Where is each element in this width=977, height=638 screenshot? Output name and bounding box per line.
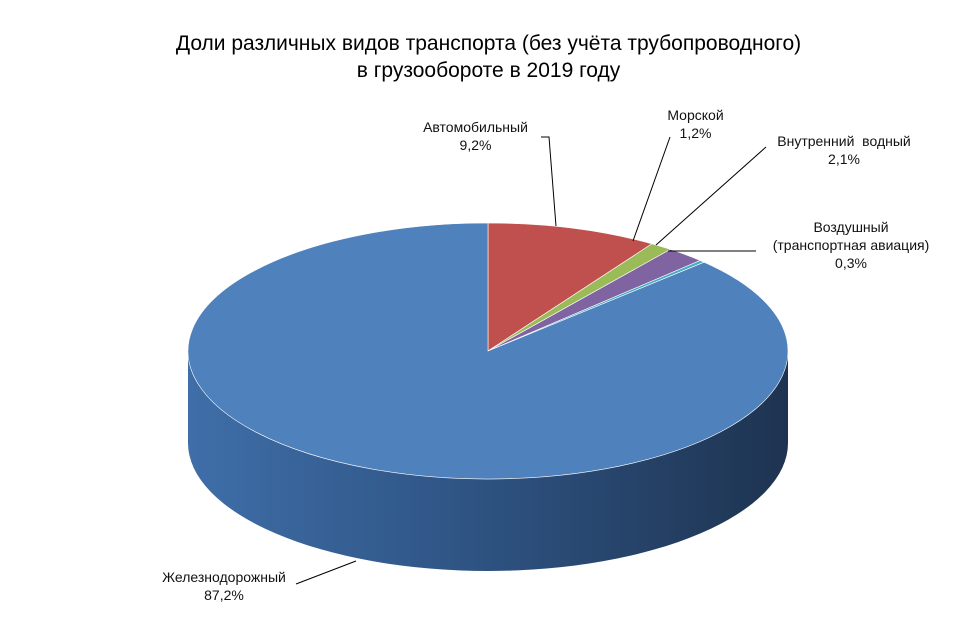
pie-side: [188, 351, 788, 571]
chart-title: Доли различных видов транспорта (без учё…: [0, 30, 977, 84]
label-vozdush-name-2: (транспортная авиация): [772, 237, 930, 253]
label-avto-value: 9,2%: [459, 137, 492, 153]
leader-line-avto: [541, 136, 557, 227]
label-morskoy-value: 1,2%: [679, 125, 712, 141]
label-morskoy-name: Морской: [667, 107, 724, 123]
label-vodny: Внутренний водный 2,1%: [763, 132, 925, 168]
leader-line-vodny: [655, 146, 767, 246]
leader-lines: [295, 136, 767, 585]
label-avto: Автомобильный 9,2%: [408, 118, 543, 154]
leader-line-zhd: [295, 560, 357, 585]
chart-title-line-2: в грузообороте в 2019 году: [356, 59, 621, 82]
label-vodny-value: 2,1%: [828, 151, 860, 167]
label-zhd-value: 87,2%: [204, 587, 244, 603]
pie-slice-4: [187, 222, 789, 480]
leader-line-morskoy: [632, 136, 671, 242]
label-zhd-name: Железнодорожный: [162, 569, 286, 585]
pie-side-wall: [188, 351, 788, 571]
label-vozdush-name-1: Воздушный: [813, 219, 889, 235]
label-morskoy: Морской 1,2%: [643, 106, 748, 142]
label-vodny-name: Внутренний водный: [777, 133, 911, 149]
pie-top: [187, 222, 789, 480]
label-vozdush: Воздушный (транспортная авиация) 0,3%: [756, 218, 946, 272]
label-avto-name: Автомобильный: [423, 119, 528, 135]
chart-title-line-1: Доли различных видов транспорта (без учё…: [175, 32, 802, 55]
label-vozdush-value: 0,3%: [835, 255, 867, 271]
label-zhd: Железнодорожный 87,2%: [144, 568, 304, 604]
pie-slice-0: [487, 222, 653, 352]
